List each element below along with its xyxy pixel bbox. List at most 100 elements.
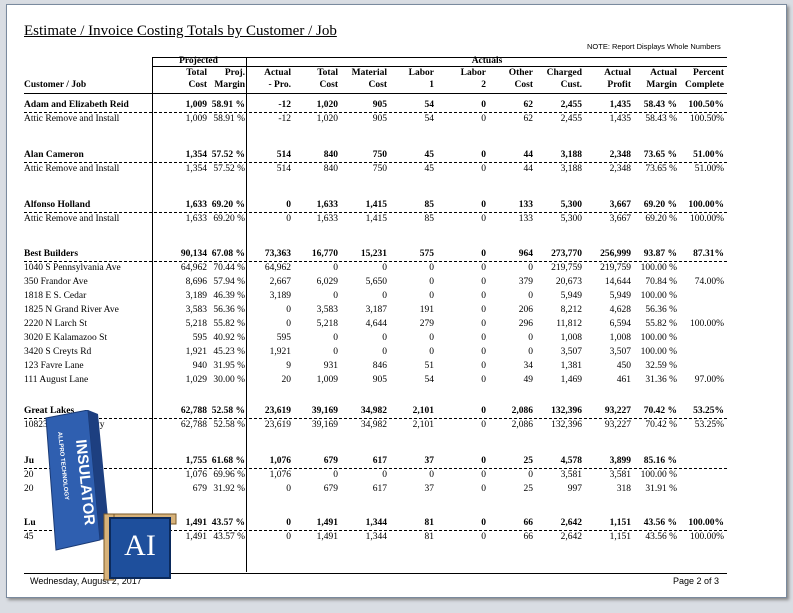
cell: 1,415 — [365, 200, 387, 210]
rule — [152, 57, 727, 58]
cell: 1,076 — [269, 470, 291, 480]
cell: 3,667 — [609, 200, 631, 210]
cell: 3,507 — [609, 347, 631, 357]
cell: 5,949 — [609, 291, 631, 301]
cell: 5,218 — [185, 319, 207, 329]
cell: 67.08 % — [211, 249, 245, 259]
cell: 73.65 % — [645, 164, 677, 174]
cell: 45 — [424, 150, 435, 160]
cell: 58.91 % — [211, 100, 245, 110]
cell: 81 — [424, 532, 435, 542]
row-name: 1818 E S. Cedar — [24, 291, 87, 301]
cell: 0 — [481, 291, 486, 301]
row-name: Attic Remove and Install — [24, 214, 120, 224]
cell: 206 — [518, 305, 533, 315]
rule — [152, 66, 727, 67]
cell: 1,491 — [316, 518, 338, 528]
cell: 70.44 % — [213, 263, 245, 273]
cell: 70.42 % — [645, 420, 677, 430]
cell: 0 — [481, 305, 486, 315]
cell: 679 — [323, 456, 338, 466]
cell: 219,759 — [551, 263, 582, 273]
cell: 0 — [528, 291, 533, 301]
cell: 0 — [481, 100, 486, 110]
cell: 0 — [481, 347, 486, 357]
cell: 81 — [424, 518, 435, 528]
cell: 3,899 — [609, 456, 631, 466]
cell: 1,921 — [269, 347, 291, 357]
cell: 3,188 — [560, 164, 582, 174]
cell: 0 — [481, 114, 486, 124]
row-name: 2220 N Larch St — [24, 319, 88, 329]
cell: 49 — [523, 375, 534, 385]
cell: 43.56 % — [645, 532, 677, 542]
cell: 100.00 % — [640, 347, 677, 357]
cell: 0 — [481, 375, 486, 385]
cell: 31.95 % — [213, 361, 245, 371]
cell: 40.92 % — [213, 333, 245, 343]
cell: 0 — [481, 532, 486, 542]
cell: 51 — [424, 361, 435, 371]
column-header: Cost — [188, 80, 207, 90]
cell: 57.94 % — [213, 277, 245, 287]
cell: 100.00 % — [640, 333, 677, 343]
cell: 0 — [528, 470, 533, 480]
cell: 0 — [528, 333, 533, 343]
cell: 1,491 — [316, 532, 338, 542]
cell: 44 — [523, 164, 534, 174]
cell: 0 — [481, 164, 486, 174]
logo-icon-text: AI — [124, 529, 156, 562]
cell: 2,348 — [609, 150, 631, 160]
cell: 0 — [382, 347, 387, 357]
cell: 100.00% — [689, 214, 724, 224]
cell: 15,231 — [360, 249, 387, 259]
cell: 100.00 % — [640, 470, 677, 480]
cell: -12 — [278, 100, 291, 110]
cell: 0 — [286, 484, 291, 494]
cell: 1,008 — [560, 333, 582, 343]
cell: 85 — [424, 214, 435, 224]
cell: 100.00% — [689, 532, 724, 542]
cell: 0 — [429, 470, 434, 480]
row-name: Attic Remove and Install — [24, 164, 120, 174]
cell: 0 — [481, 456, 486, 466]
column-header: Other — [508, 68, 533, 78]
cell: 256,999 — [600, 249, 631, 259]
cell: 64,962 — [180, 263, 207, 273]
cell: 100.50% — [688, 100, 724, 110]
cell: 87.31% — [693, 249, 724, 259]
cell: 100.00% — [688, 200, 724, 210]
row-name: Alan Cameron — [24, 150, 84, 160]
column-header: - Pro. — [268, 80, 291, 90]
cell: 905 — [372, 114, 387, 124]
cell: 5,218 — [316, 319, 338, 329]
cell: 0 — [429, 263, 434, 273]
cell: 1,354 — [185, 164, 207, 174]
cell: 0 — [286, 200, 291, 210]
cell: 69.20 % — [211, 200, 245, 210]
cell: 0 — [481, 277, 486, 287]
cell: 34,982 — [360, 420, 387, 430]
column-header: Actual — [650, 68, 677, 78]
cell: 2,642 — [560, 518, 582, 528]
cell: 1,076 — [185, 470, 207, 480]
cell: 64,962 — [264, 263, 291, 273]
cell: 53.25% — [693, 406, 724, 416]
cell: 219,759 — [600, 263, 631, 273]
cell: 2,455 — [560, 114, 582, 124]
cell: 54 — [424, 114, 435, 124]
cell: 5,300 — [560, 214, 582, 224]
row-separator — [24, 112, 727, 113]
cell: 3,507 — [560, 347, 582, 357]
column-header: Actual — [264, 68, 291, 78]
cell: 3,583 — [185, 305, 207, 315]
cell: 1,633 — [185, 214, 207, 224]
cell: 2,348 — [609, 164, 631, 174]
cell: 3,581 — [560, 470, 582, 480]
cell: 43.56 % — [643, 518, 677, 528]
cell: 1,008 — [609, 333, 631, 343]
group-header: Projected — [179, 56, 218, 66]
cell: 133 — [518, 200, 533, 210]
cell: 0 — [382, 333, 387, 343]
